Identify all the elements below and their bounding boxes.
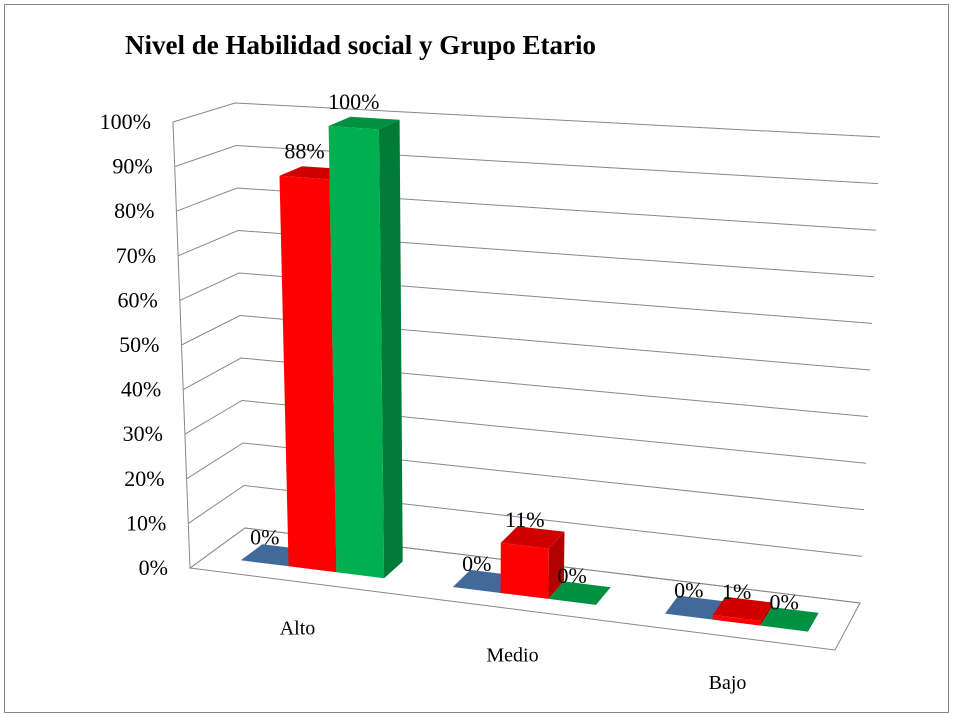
- bar-top: [712, 596, 773, 621]
- data-label: 0%: [462, 551, 491, 576]
- bar: [279, 175, 337, 573]
- data-label: 88%: [284, 139, 324, 164]
- y-tick-label: 20%: [124, 466, 164, 491]
- data-label: 0%: [250, 524, 279, 549]
- x-tick-label: Medio: [486, 645, 538, 667]
- data-label: 0%: [558, 563, 587, 588]
- grid-line: [172, 102, 881, 138]
- bar-side: [760, 602, 773, 626]
- grid-line: [181, 314, 871, 371]
- bar-group: [760, 607, 819, 632]
- data-label: 11%: [505, 507, 545, 532]
- grid-line: [174, 144, 879, 185]
- bar-side: [548, 531, 565, 599]
- y-axis: [172, 121, 191, 569]
- y-tick-label: 60%: [117, 287, 157, 312]
- x-tick-label: Bajo: [709, 672, 747, 694]
- bar-group: [712, 596, 773, 626]
- bar: [500, 542, 549, 599]
- x-tick-label: Alto: [280, 617, 316, 639]
- bar: [328, 126, 385, 579]
- bar-top: [500, 526, 565, 549]
- grid-line: [179, 272, 873, 324]
- bar-group: [500, 526, 565, 599]
- y-tick-label: 10%: [126, 510, 166, 535]
- bar-side: [378, 119, 403, 579]
- grid-line: [176, 187, 877, 231]
- grid-line: [182, 357, 869, 418]
- grid-line: [188, 484, 863, 557]
- bar-group: [665, 595, 726, 620]
- bar-group: [328, 116, 403, 579]
- y-tick-label: 80%: [114, 198, 154, 223]
- y-tick-label: 90%: [112, 154, 152, 179]
- y-tick-label: 30%: [123, 421, 163, 446]
- data-label: 100%: [328, 89, 379, 114]
- y-tick-label: 70%: [116, 243, 156, 268]
- bar-top: [760, 607, 819, 632]
- bar: [712, 614, 761, 626]
- data-label: 1%: [722, 579, 751, 604]
- bar-top: [665, 595, 726, 620]
- grid-line: [184, 399, 867, 464]
- grid-line: [177, 229, 875, 278]
- y-tick-label: 0%: [139, 555, 168, 580]
- y-tick-label: 40%: [121, 377, 161, 402]
- grid-line: [189, 527, 861, 604]
- bar-top: [548, 581, 611, 605]
- chart-title: Nivel de Habilidad social y Grupo Etario: [125, 30, 596, 60]
- grid-line: [186, 442, 865, 511]
- bar-group: [548, 581, 611, 605]
- y-tick-label: 50%: [119, 332, 159, 357]
- y-tick-label: 100%: [100, 109, 151, 134]
- data-label: 0%: [770, 590, 799, 615]
- data-label: 0%: [674, 578, 703, 603]
- bar-top: [328, 116, 400, 130]
